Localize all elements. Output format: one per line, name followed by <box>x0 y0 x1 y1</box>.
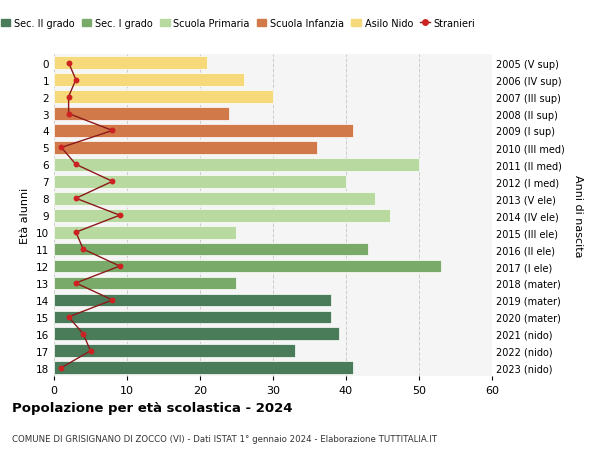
Point <box>71 229 81 236</box>
Bar <box>54 243 368 256</box>
Bar <box>54 175 346 188</box>
Point <box>107 297 117 304</box>
Point <box>115 212 125 219</box>
Point <box>71 280 81 287</box>
Bar <box>54 125 353 138</box>
Bar <box>54 311 331 324</box>
Point <box>86 347 95 355</box>
Point <box>79 330 88 338</box>
Text: COMUNE DI GRISIGNANO DI ZOCCO (VI) - Dati ISTAT 1° gennaio 2024 - Elaborazione T: COMUNE DI GRISIGNANO DI ZOCCO (VI) - Dat… <box>12 434 437 442</box>
Point <box>71 161 81 168</box>
Point <box>107 128 117 135</box>
Bar <box>54 74 244 87</box>
Y-axis label: Anni di nascita: Anni di nascita <box>573 174 583 257</box>
Bar <box>54 277 236 290</box>
Point <box>64 111 73 118</box>
Legend: Sec. II grado, Sec. I grado, Scuola Primaria, Scuola Infanzia, Asilo Nido, Stran: Sec. II grado, Sec. I grado, Scuola Prim… <box>0 15 479 33</box>
Bar <box>54 142 317 154</box>
Bar <box>54 362 353 374</box>
Bar <box>54 57 208 70</box>
Point <box>115 263 125 270</box>
Bar <box>54 209 390 222</box>
Text: Popolazione per età scolastica - 2024: Popolazione per età scolastica - 2024 <box>12 401 293 414</box>
Bar <box>54 260 441 273</box>
Bar <box>54 108 229 121</box>
Bar <box>54 192 375 205</box>
Bar <box>54 328 338 341</box>
Point <box>71 195 81 202</box>
Bar <box>54 159 419 171</box>
Bar <box>54 345 295 358</box>
Point <box>56 145 66 152</box>
Bar <box>54 294 331 307</box>
Point <box>56 364 66 372</box>
Point <box>71 77 81 84</box>
Point <box>64 313 73 321</box>
Bar <box>54 91 273 104</box>
Y-axis label: Età alunni: Età alunni <box>20 188 31 244</box>
Bar <box>54 226 236 239</box>
Point <box>107 178 117 185</box>
Point <box>64 94 73 101</box>
Point <box>64 60 73 67</box>
Point <box>79 246 88 253</box>
